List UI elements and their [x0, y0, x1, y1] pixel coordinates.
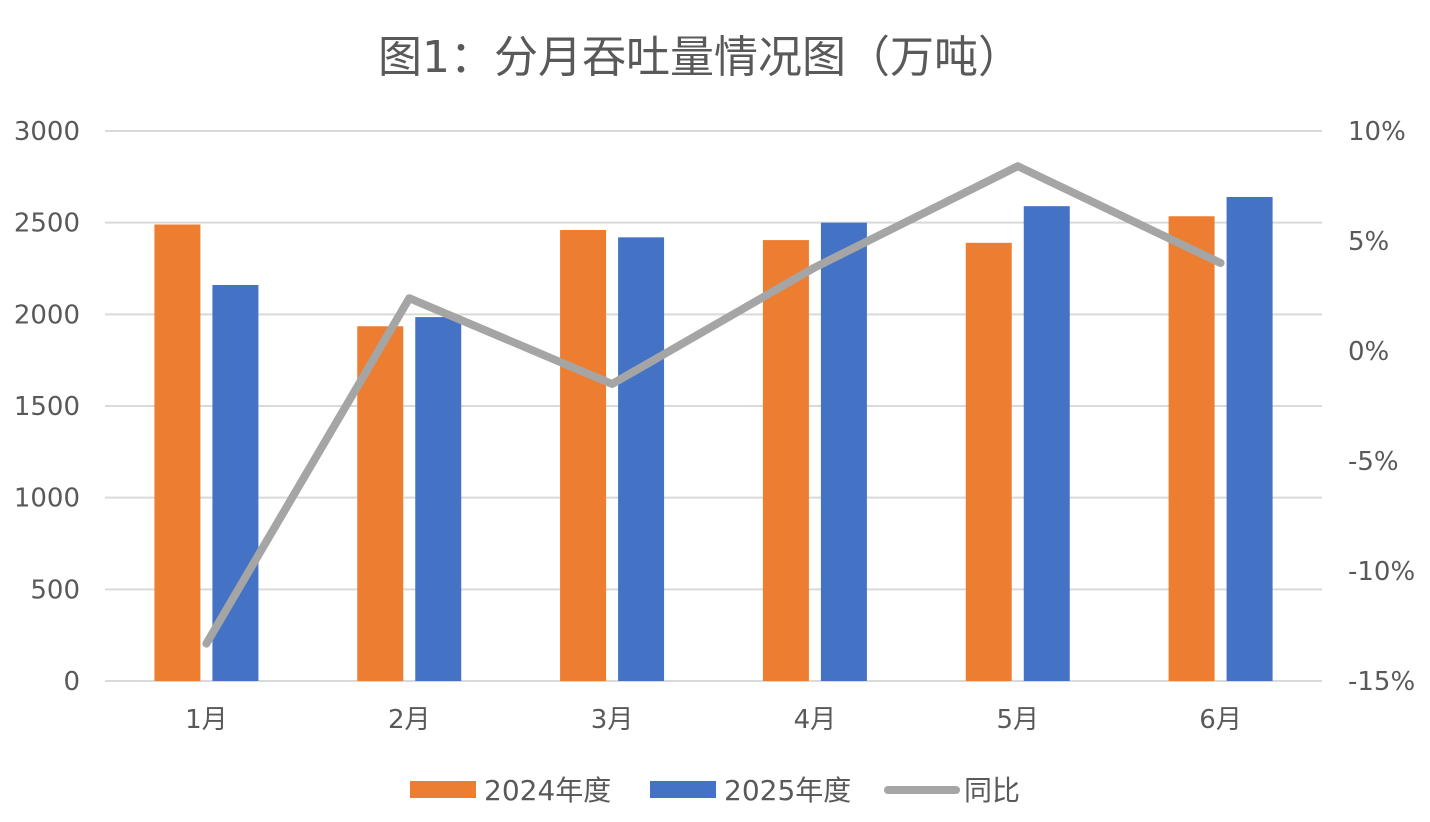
left-tick-label: 0 — [63, 667, 80, 697]
legend: 2024年度 2025年度 同比 — [410, 774, 1020, 807]
right-axis-ticks: -15% -10% -5% 0% 5% 10% — [1348, 117, 1415, 697]
bar-series-a — [154, 225, 200, 682]
left-tick-label: 3000 — [14, 117, 80, 147]
bar-series-a — [560, 230, 606, 681]
left-tick-label: 500 — [30, 575, 80, 605]
gridlines — [105, 131, 1322, 681]
right-tick-label: 5% — [1348, 227, 1389, 257]
legend-label: 同比 — [964, 774, 1020, 807]
x-tick-label: 1月 — [185, 705, 228, 735]
chart-title: 图1：分月吞吐量情况图（万吨） — [378, 32, 1022, 83]
legend-swatch — [650, 781, 716, 798]
bar-series-b — [618, 237, 664, 681]
legend-label: 2025年度 — [724, 774, 851, 807]
yoy-line-series — [204, 164, 1222, 645]
right-tick-label: -15% — [1348, 667, 1415, 697]
right-tick-label: 0% — [1348, 337, 1389, 367]
yoy-point — [1016, 164, 1020, 168]
x-tick-label: 6月 — [1199, 705, 1242, 735]
x-tick-label: 3月 — [591, 705, 634, 735]
bar-series-a — [763, 240, 809, 681]
bar-series-a — [966, 243, 1012, 681]
x-tick-label: 2月 — [388, 705, 431, 735]
bar-series-b — [821, 223, 867, 681]
left-tick-label: 1500 — [14, 392, 80, 422]
right-tick-label: -5% — [1348, 447, 1399, 477]
left-tick-label: 1000 — [14, 484, 80, 514]
bar-series-a — [1169, 216, 1215, 681]
yoy-point — [813, 265, 817, 269]
x-tick-label: 4月 — [794, 705, 837, 735]
left-axis-ticks: 0 500 1000 1500 2000 2500 3000 — [14, 117, 80, 697]
legend-swatch — [410, 781, 476, 798]
yoy-point — [610, 382, 614, 386]
yoy-point — [407, 296, 411, 300]
x-axis-ticks: 1月 2月 3月 4月 5月 6月 — [185, 705, 1242, 735]
yoy-point — [204, 642, 208, 646]
yoy-point — [1219, 261, 1223, 265]
bar-series-b — [415, 317, 461, 681]
bar-series-b — [1227, 197, 1273, 681]
legend-label: 2024年度 — [484, 774, 611, 807]
left-tick-label: 2500 — [14, 209, 80, 239]
right-tick-label: 10% — [1348, 117, 1406, 147]
x-tick-label: 5月 — [996, 705, 1039, 735]
right-tick-label: -10% — [1348, 557, 1415, 587]
left-tick-label: 2000 — [14, 300, 80, 330]
bar-series-b — [1024, 206, 1070, 681]
